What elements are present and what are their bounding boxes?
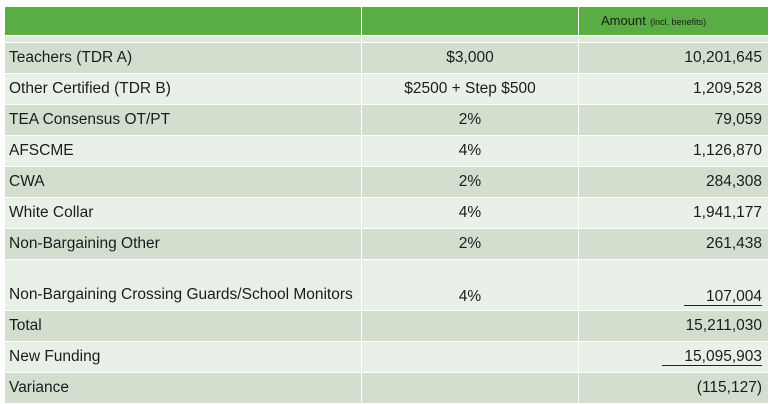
row-amount-cell: 107,004 <box>578 259 769 311</box>
table-row: CWA 2% 284,308 <box>4 166 769 198</box>
header-cell-increase <box>361 6 579 36</box>
row-amount: 107,004 <box>683 288 762 306</box>
table-row: Non-Bargaining Other 2% 261,438 <box>4 228 769 260</box>
amount-header-label: Amount <box>601 13 646 28</box>
row-increase: $2500 + Step $500 <box>361 73 579 105</box>
row-amount: 1,126,870 <box>578 135 769 167</box>
table-row: White Collar 4% 1,941,177 <box>4 197 769 229</box>
row-increase: 2% <box>361 228 579 260</box>
table-row-variance: Variance (115,127) <box>4 372 769 404</box>
row-amount: 15,211,030 <box>578 310 769 342</box>
row-increase: 4% <box>361 259 579 311</box>
table-row: TEA Consensus OT/PT 2% 79,059 <box>4 104 769 136</box>
row-increase <box>361 341 579 373</box>
row-label: White Collar <box>4 197 362 229</box>
row-increase: 4% <box>361 135 579 167</box>
row-label: TEA Consensus OT/PT <box>4 104 362 136</box>
row-amount: 1,941,177 <box>578 197 769 229</box>
row-amount: 284,308 <box>578 166 769 198</box>
header-cell-amount: Amount (incl. benefits) <box>578 6 769 36</box>
row-increase: 2% <box>361 104 579 136</box>
row-label: Variance <box>4 372 362 404</box>
row-amount: 261,438 <box>578 228 769 260</box>
salary-increase-table: Amount (incl. benefits) Teachers (TDR A)… <box>4 6 769 404</box>
header-cell-label <box>4 6 362 36</box>
row-label: AFSCME <box>4 135 362 167</box>
row-label: New Funding <box>4 341 362 373</box>
row-increase: 2% <box>361 166 579 198</box>
row-increase: 4% <box>361 197 579 229</box>
table-row: Other Certified (TDR B) $2500 + Step $50… <box>4 73 769 105</box>
table-row-total: Total 15,211,030 <box>4 310 769 342</box>
row-amount-cell: 15,095,903 <box>578 341 769 373</box>
row-amount: (115,127) <box>578 372 769 404</box>
table-row: Non-Bargaining Crossing Guards/School Mo… <box>4 259 769 311</box>
table-header: Amount (incl. benefits) <box>4 6 769 36</box>
row-amount: 10,201,645 <box>578 42 769 74</box>
row-amount: 1,209,528 <box>578 73 769 105</box>
table-row-new-funding: New Funding 15,095,903 <box>4 341 769 373</box>
row-label: Non-Bargaining Crossing Guards/School Mo… <box>4 259 362 311</box>
row-amount: 79,059 <box>578 104 769 136</box>
table-row: AFSCME 4% 1,126,870 <box>4 135 769 167</box>
spacer-row <box>4 35 769 43</box>
row-label: Teachers (TDR A) <box>4 42 362 74</box>
row-label: Other Certified (TDR B) <box>4 73 362 105</box>
row-label: Non-Bargaining Other <box>4 228 362 260</box>
row-label: Total <box>4 310 362 342</box>
row-increase <box>361 372 579 404</box>
row-label: CWA <box>4 166 362 198</box>
amount-header-sublabel: (incl. benefits) <box>650 17 707 27</box>
table-row: Teachers (TDR A) $3,000 10,201,645 <box>4 42 769 74</box>
row-increase <box>361 310 579 342</box>
row-increase: $3,000 <box>361 42 579 74</box>
row-amount: 15,095,903 <box>662 348 762 366</box>
